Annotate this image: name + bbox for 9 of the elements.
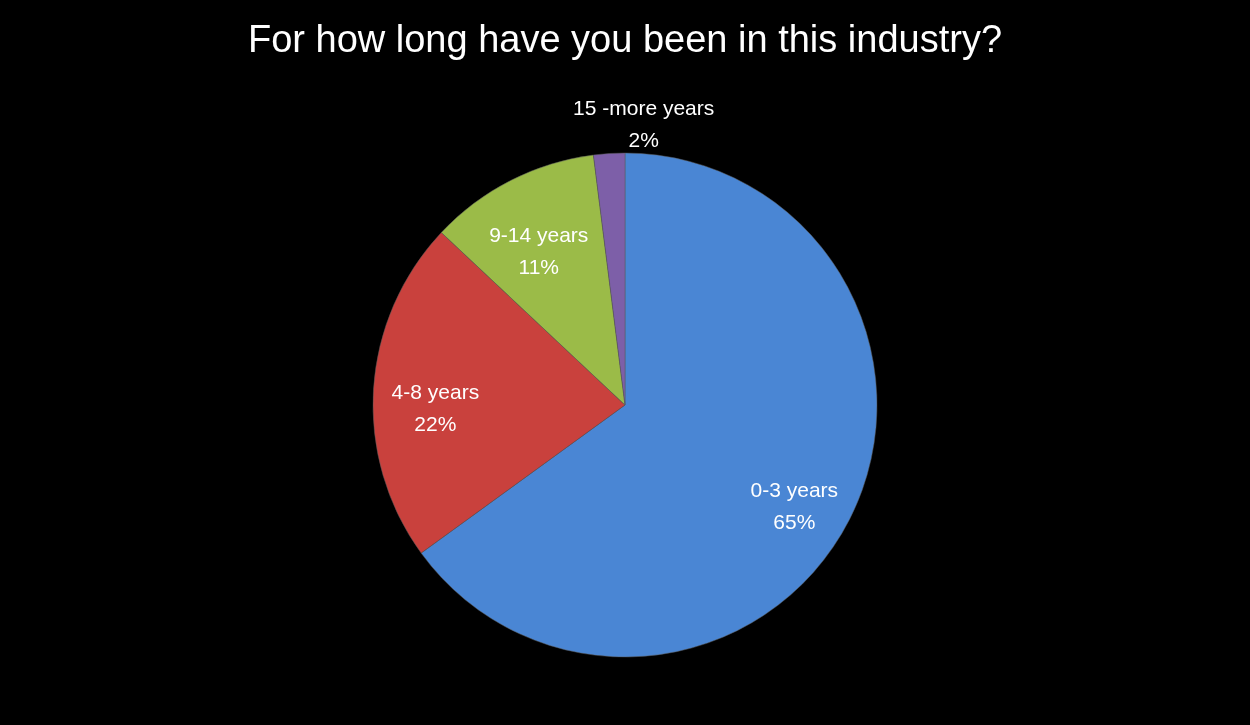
slice-label: 4-8 years xyxy=(391,380,480,404)
data-label: 2% xyxy=(628,127,659,151)
slice-label: 0-3 years xyxy=(750,478,839,502)
chart-title: For how long have you been in this industry? xyxy=(247,17,1003,60)
data-label: 22% xyxy=(414,412,457,436)
data-label: 11% xyxy=(518,254,559,278)
slice-label: 15 -more years xyxy=(573,95,715,119)
slice-label: 9-14 years xyxy=(489,222,589,246)
data-label: 65% xyxy=(773,510,816,534)
